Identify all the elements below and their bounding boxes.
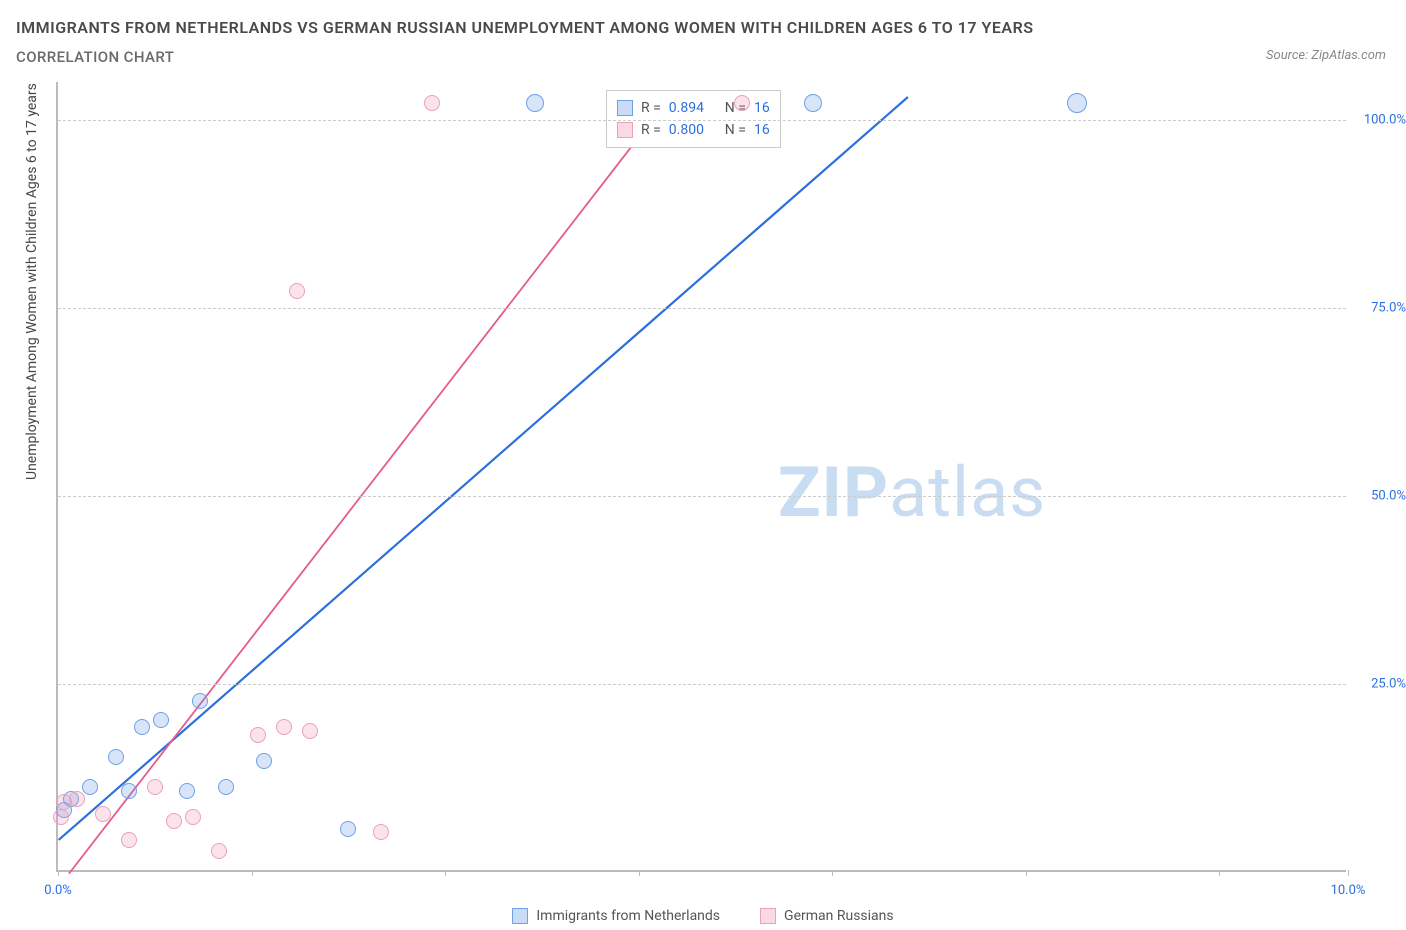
bottom-legend-label: Immigrants from Netherlands (536, 908, 720, 924)
x-tick (252, 870, 253, 876)
data-point (179, 783, 195, 799)
data-point (211, 843, 227, 859)
x-tick-label: 10.0% (1331, 883, 1366, 898)
gridline-h (58, 120, 1346, 121)
data-point (108, 749, 124, 765)
data-point (373, 824, 389, 840)
x-tick (1219, 870, 1220, 876)
legend-swatch (760, 908, 776, 924)
x-tick (639, 870, 640, 876)
data-point (147, 779, 163, 795)
bottom-legend-item: Immigrants from Netherlands (512, 908, 720, 924)
legend-n-value: 16 (754, 122, 770, 138)
y-tick-label: 75.0% (1351, 300, 1406, 315)
data-point (121, 832, 137, 848)
y-tick-label: 25.0% (1351, 676, 1406, 691)
data-point (340, 821, 356, 837)
x-tick (832, 870, 833, 876)
data-point (192, 693, 208, 709)
data-point (218, 779, 234, 795)
data-point (276, 719, 292, 735)
legend-r-label: R = (641, 100, 661, 116)
legend-r-value: 0.894 (669, 100, 717, 116)
bottom-legend-label: German Russians (784, 908, 894, 924)
data-point (424, 95, 440, 111)
data-point (153, 712, 169, 728)
gridline-h (58, 496, 1346, 497)
legend-swatch (512, 908, 528, 924)
data-point (734, 95, 750, 111)
y-axis-label: Unemployment Among Women with Children A… (24, 83, 40, 480)
data-point (121, 783, 137, 799)
y-tick-label: 100.0% (1351, 112, 1406, 127)
data-point (69, 791, 85, 807)
data-point (1067, 93, 1087, 113)
data-point (256, 753, 272, 769)
data-point (53, 809, 69, 825)
chart-subtitle: CORRELATION CHART (16, 48, 174, 66)
regression-line (69, 97, 670, 874)
x-tick (58, 870, 59, 876)
bottom-legend: Immigrants from Netherlands German Russia… (0, 908, 1406, 924)
regression-lines (58, 82, 1346, 870)
data-point (95, 806, 111, 822)
data-point (289, 283, 305, 299)
gridline-h (58, 308, 1346, 309)
gridline-h (58, 684, 1346, 685)
y-tick-label: 50.0% (1351, 488, 1406, 503)
legend-n-value: 16 (754, 100, 770, 116)
data-point (250, 727, 266, 743)
legend-swatch (617, 122, 633, 138)
data-point (166, 813, 182, 829)
data-point (804, 94, 822, 112)
plot-area: ZIPatlas R =0.894N =16R =0.800N =16 25.0… (56, 82, 1346, 872)
data-point (526, 94, 544, 112)
data-point (302, 723, 318, 739)
data-point (134, 719, 150, 735)
legend-swatch (617, 100, 633, 116)
bottom-legend-item: German Russians (760, 908, 894, 924)
x-tick-label: 0.0% (44, 883, 72, 898)
regression-line (59, 97, 908, 840)
x-tick (1348, 870, 1349, 876)
legend-r-value: 0.800 (669, 122, 717, 138)
data-point (82, 779, 98, 795)
legend-r-label: R = (641, 122, 661, 138)
source-label: Source: ZipAtlas.com (1266, 48, 1386, 63)
chart-title: IMMIGRANTS FROM NETHERLANDS VS GERMAN RU… (16, 18, 1034, 37)
x-tick (1026, 870, 1027, 876)
data-point (185, 809, 201, 825)
x-tick (445, 870, 446, 876)
legend-n-label: N = (725, 122, 746, 138)
legend-stats-row: R = 0.800 N = 16 (617, 119, 770, 141)
